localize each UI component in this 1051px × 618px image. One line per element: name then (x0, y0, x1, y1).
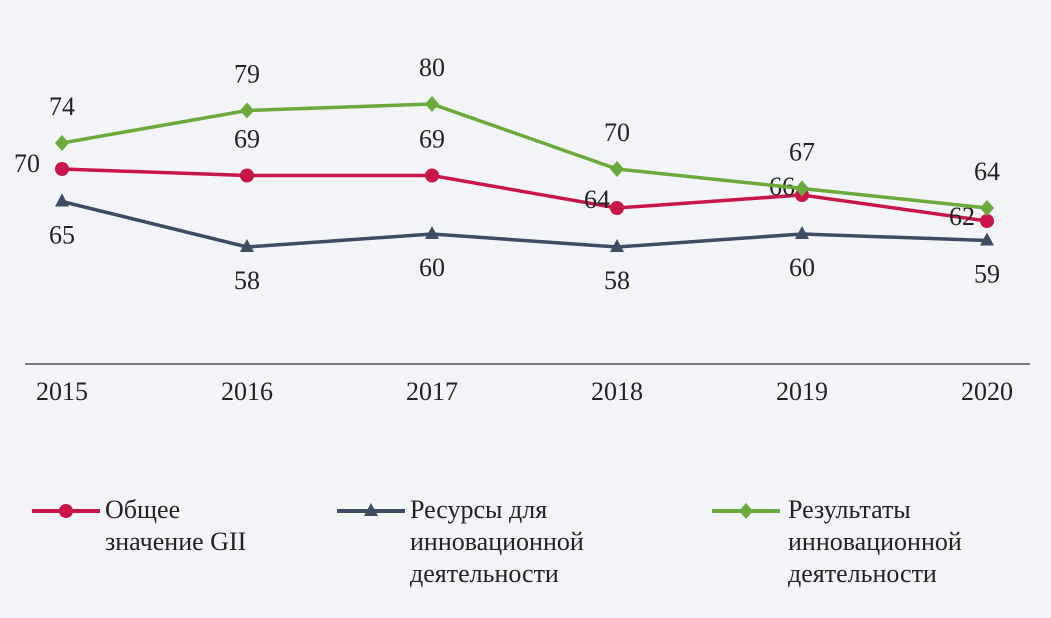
legend-label: Ресурсы для инновационной деятельности (410, 495, 584, 588)
legend-item: Результаты инновационной деятельности (710, 494, 1025, 594)
marker (240, 239, 254, 252)
marker (240, 102, 254, 119)
x-tick-label: 2015 (36, 377, 88, 406)
marker (55, 135, 69, 151)
legend-label: Общее значение GII (105, 495, 247, 556)
data-label: 64 (584, 185, 610, 214)
data-label: 67 (789, 137, 815, 166)
marker (980, 200, 994, 216)
data-label: 70 (14, 149, 40, 178)
marker (795, 180, 809, 197)
series-line (61, 102, 988, 210)
data-label: 58 (234, 266, 260, 295)
data-label: 59 (974, 259, 1000, 288)
data-label: 65 (49, 220, 75, 249)
legend-label: Результаты инновационной деятельности (788, 495, 962, 588)
data-label: 60 (789, 253, 815, 282)
data-label: 58 (604, 266, 630, 295)
marker (980, 232, 994, 246)
legend-item: Общее значение GII (30, 494, 290, 594)
data-label: 79 (234, 59, 260, 88)
marker (610, 161, 624, 177)
marker (795, 226, 809, 239)
legend-swatch (712, 503, 780, 519)
marker (55, 193, 69, 207)
data-label: 64 (974, 157, 1000, 186)
data-label: 70 (604, 118, 630, 147)
marker (425, 226, 439, 239)
marker (610, 201, 624, 215)
data-label: 69 (419, 124, 445, 153)
data-label: 60 (419, 253, 445, 282)
marker (240, 168, 254, 183)
legend-swatch (337, 503, 405, 516)
data-label: 80 (419, 53, 445, 82)
marker (425, 168, 439, 183)
marker (739, 503, 753, 519)
legend-item: Ресурсы для инновационной деятельности (335, 494, 650, 594)
x-tick-label: 2016 (221, 377, 273, 406)
series-line (61, 199, 988, 249)
marker (425, 96, 439, 112)
data-label: 69 (234, 124, 260, 153)
data-label: 74 (49, 92, 75, 121)
marker (55, 162, 69, 176)
marker (610, 239, 624, 252)
marker (59, 504, 73, 518)
legend-swatch (32, 504, 100, 518)
series-line (61, 167, 988, 223)
x-tick-label: 2018 (591, 377, 643, 406)
marker (364, 503, 378, 516)
x-tick-label: 2020 (961, 377, 1013, 406)
marker (980, 214, 994, 228)
x-tick-label: 2017 (406, 377, 458, 406)
x-tick-label: 2019 (776, 377, 828, 406)
